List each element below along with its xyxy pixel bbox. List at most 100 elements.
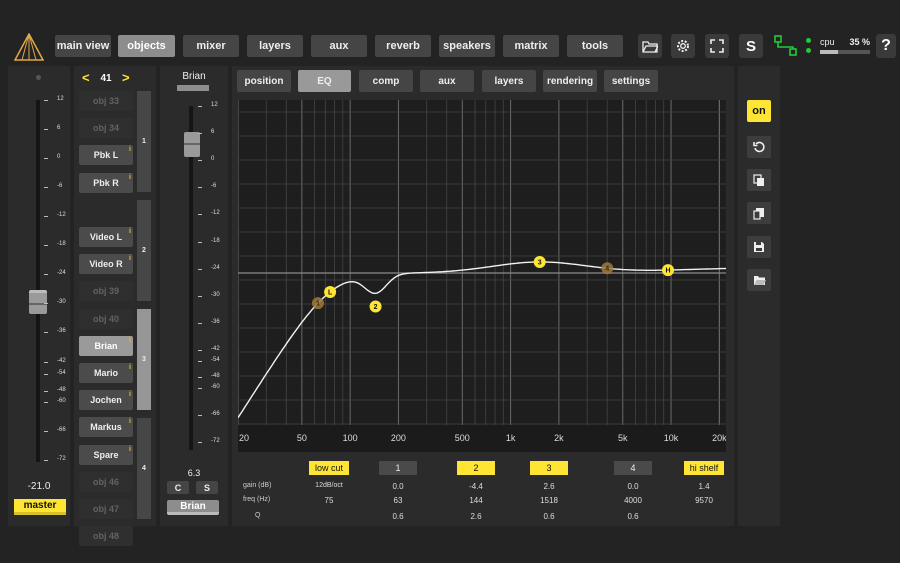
info-icon[interactable]: i (129, 445, 131, 453)
group-1-button[interactable]: 1 (137, 91, 151, 192)
next-page-button[interactable]: > (122, 70, 130, 85)
channel-fader-track[interactable] (189, 106, 193, 450)
tab-settings[interactable]: settings (604, 70, 658, 92)
object-item[interactable]: obj 40 (79, 308, 133, 329)
band-freq-value[interactable]: 4000 (624, 496, 642, 505)
master-fader-track[interactable] (36, 100, 40, 462)
object-item[interactable]: obj 47 (79, 499, 133, 519)
band-q-value[interactable]: 0.6 (627, 512, 639, 521)
tab-EQ[interactable]: EQ (298, 70, 351, 92)
open-folder-button[interactable] (638, 34, 662, 58)
band-q-value[interactable]: 0.6 (392, 512, 404, 521)
band-hi-shelf-button[interactable]: hi shelf (684, 461, 724, 475)
object-item[interactable]: Mario i (79, 363, 133, 383)
nav-matrix-button[interactable]: matrix (503, 35, 559, 57)
prev-page-button[interactable]: < (82, 70, 90, 85)
object-item[interactable]: Jochen i (79, 390, 133, 411)
band-gain-value[interactable]: 1.4 (698, 482, 710, 491)
band-q-value[interactable]: 0.6 (543, 512, 555, 521)
object-item[interactable]: Pbk L i (79, 145, 133, 166)
object-item[interactable]: obj 34 (79, 118, 133, 139)
band-gain-value[interactable]: 12dB/oct (315, 482, 343, 489)
eq-graph[interactable]: 20 50 100 200 500 1k 2k 5k 10k 20k L 1 2 3 4 H (238, 100, 726, 452)
info-icon[interactable]: i (129, 228, 131, 235)
nav-objects-button[interactable]: objects (118, 35, 175, 57)
object-item[interactable]: obj 39 (79, 281, 133, 302)
routing-icon[interactable] (773, 34, 799, 58)
tab-comp[interactable]: comp (359, 70, 413, 92)
band-gain-value[interactable]: -4.4 (469, 482, 483, 491)
info-icon[interactable]: i (129, 336, 131, 344)
object-item[interactable]: obj 46 (79, 471, 133, 492)
master-fader-knob[interactable] (29, 290, 47, 314)
tab-aux[interactable]: aux (420, 70, 474, 92)
channel-name-button[interactable]: Brian (167, 500, 219, 515)
eq-node-4[interactable]: 4 (601, 262, 614, 275)
band-1-button[interactable]: 1 (379, 461, 417, 475)
band-4-button[interactable]: 4 (614, 461, 652, 475)
nav-speakers-button[interactable]: speakers (439, 35, 495, 57)
scale-tick: -6 (44, 183, 74, 191)
nav-layers-button[interactable]: layers (247, 35, 303, 57)
eq-node-2[interactable]: 2 (369, 300, 382, 313)
group-4-button[interactable]: 4 (137, 418, 151, 519)
object-item[interactable]: Video R i (79, 254, 133, 275)
eq-node-H[interactable]: H (661, 264, 674, 277)
tab-position[interactable]: position (237, 70, 291, 92)
settings-button[interactable] (671, 34, 695, 58)
info-icon[interactable]: i (129, 146, 131, 154)
band-low-cut-button[interactable]: low cut (309, 461, 349, 475)
nav-tools-button[interactable]: tools (567, 35, 623, 57)
object-item[interactable]: Spare i (79, 444, 133, 465)
load-button[interactable] (747, 269, 771, 291)
help-button[interactable]: ? (876, 34, 896, 58)
eq-on-button[interactable]: on (747, 100, 771, 122)
eq-node-3[interactable]: 3 (533, 255, 546, 268)
info-icon[interactable]: i (129, 391, 131, 399)
band-freq-value[interactable]: 144 (469, 496, 483, 505)
info-icon[interactable]: i (129, 364, 131, 371)
scale-tick: -36 (198, 319, 228, 327)
object-item[interactable]: Video L i (79, 227, 133, 247)
nav-mixer-button[interactable]: mixer (183, 35, 239, 57)
object-item[interactable]: Brian i (79, 335, 133, 356)
info-icon[interactable]: i (129, 173, 131, 181)
channel-c-button[interactable]: C (167, 481, 189, 494)
info-icon[interactable]: i (129, 418, 131, 426)
group-2-button[interactable]: 2 (137, 200, 151, 301)
tab-layers[interactable]: layers (482, 70, 536, 92)
band-freq-value[interactable]: 63 (393, 496, 403, 505)
copy-button[interactable] (747, 169, 771, 191)
band-gain-value[interactable]: 2.6 (543, 482, 555, 491)
object-item[interactable]: Markus i (79, 417, 133, 438)
band-2-button[interactable]: 2 (457, 461, 495, 475)
tab-rendering[interactable]: rendering (543, 70, 597, 92)
band-gain-value[interactable]: 0.0 (392, 482, 404, 491)
eq-node-1[interactable]: 1 (311, 297, 324, 310)
object-item[interactable]: obj 48 (79, 526, 133, 547)
nav-aux-button[interactable]: aux (311, 35, 367, 57)
nav-main-view-button[interactable]: main view (55, 35, 111, 57)
channel-fader-knob[interactable] (184, 132, 200, 157)
object-item[interactable]: obj 33 (79, 91, 133, 111)
eq-node-L[interactable]: L (324, 285, 337, 298)
band-freq-value[interactable]: 1518 (540, 496, 558, 505)
band-freq-value[interactable]: 9570 (695, 496, 713, 505)
paste-button[interactable] (747, 202, 771, 224)
reset-button[interactable] (747, 136, 771, 158)
band-3-button[interactable]: 3 (530, 461, 568, 475)
object-item[interactable]: Pbk R i (79, 172, 133, 193)
solo-button[interactable]: S (739, 34, 763, 58)
band-gain-value[interactable]: 0.0 (627, 482, 639, 491)
info-icon[interactable]: i (129, 255, 131, 263)
fullscreen-button[interactable] (705, 34, 729, 58)
band-freq-value[interactable]: 75 (324, 496, 334, 505)
master-button[interactable]: master (14, 499, 66, 515)
nav-reverb-button[interactable]: reverb (375, 35, 431, 57)
channel-pan-bar[interactable] (177, 85, 209, 91)
save-button[interactable] (747, 236, 771, 258)
band-q-value[interactable]: 2.6 (470, 512, 482, 521)
master-panel: 12 6 0 -6 -12 -18 -24 -30 -36 -42 -48 -54 -60 -66 -72 … (8, 66, 70, 526)
group-3-button[interactable]: 3 (137, 309, 151, 410)
channel-solo-button[interactable]: S (196, 481, 218, 494)
